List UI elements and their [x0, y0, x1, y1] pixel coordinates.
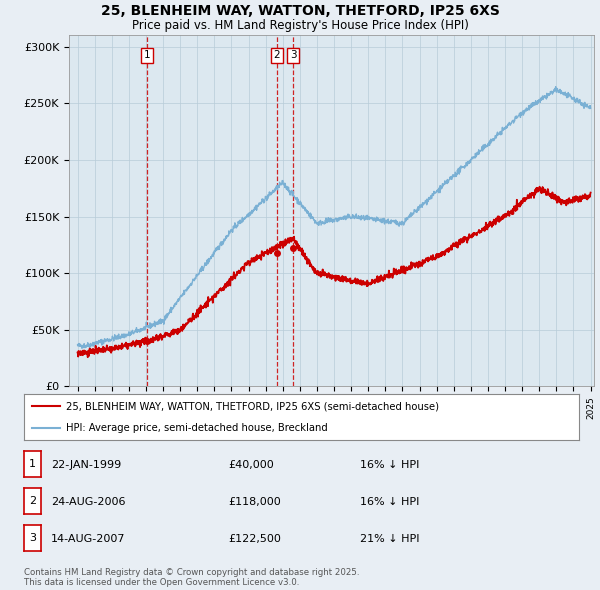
Text: 1: 1 [143, 50, 150, 60]
Text: 2: 2 [274, 50, 280, 60]
Text: 14-AUG-2007: 14-AUG-2007 [51, 535, 125, 544]
Text: 25, BLENHEIM WAY, WATTON, THETFORD, IP25 6XS: 25, BLENHEIM WAY, WATTON, THETFORD, IP25… [101, 4, 499, 18]
Text: £40,000: £40,000 [228, 460, 274, 470]
Text: Price paid vs. HM Land Registry's House Price Index (HPI): Price paid vs. HM Land Registry's House … [131, 19, 469, 32]
Text: HPI: Average price, semi-detached house, Breckland: HPI: Average price, semi-detached house,… [65, 423, 328, 433]
Text: 24-AUG-2006: 24-AUG-2006 [51, 497, 125, 507]
Text: 16% ↓ HPI: 16% ↓ HPI [360, 497, 419, 507]
Text: £118,000: £118,000 [228, 497, 281, 507]
Text: 22-JAN-1999: 22-JAN-1999 [51, 460, 121, 470]
Text: 1: 1 [29, 459, 36, 468]
Text: 21% ↓ HPI: 21% ↓ HPI [360, 535, 419, 544]
Text: 2: 2 [29, 496, 36, 506]
Text: 3: 3 [29, 533, 36, 543]
Text: £122,500: £122,500 [228, 535, 281, 544]
Text: 16% ↓ HPI: 16% ↓ HPI [360, 460, 419, 470]
Text: 25, BLENHEIM WAY, WATTON, THETFORD, IP25 6XS (semi-detached house): 25, BLENHEIM WAY, WATTON, THETFORD, IP25… [65, 401, 439, 411]
Text: 3: 3 [290, 50, 296, 60]
Text: Contains HM Land Registry data © Crown copyright and database right 2025.
This d: Contains HM Land Registry data © Crown c… [24, 568, 359, 587]
